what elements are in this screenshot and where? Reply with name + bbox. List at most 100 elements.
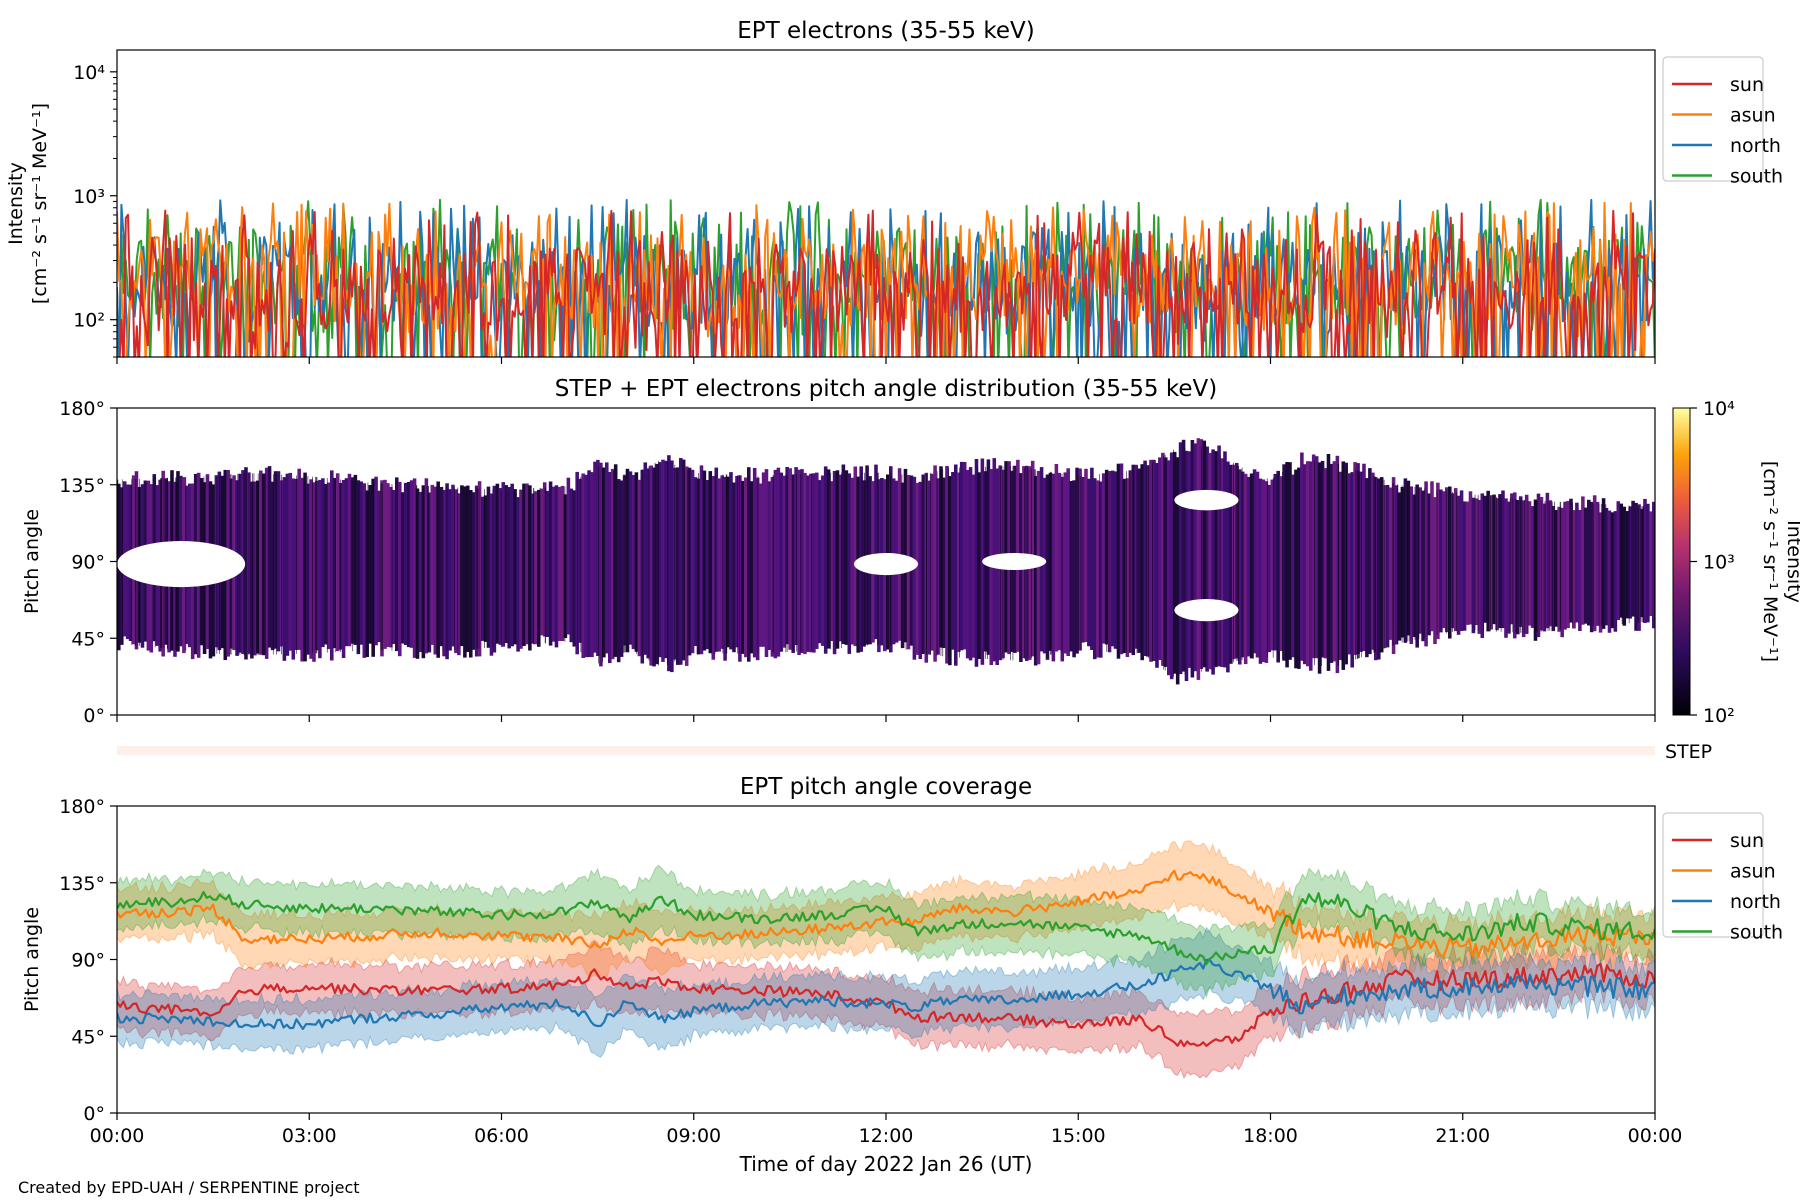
- heatmap-column: [448, 489, 452, 651]
- heatmap-column: [605, 462, 609, 654]
- heatmap-column: [1205, 446, 1209, 672]
- heatmap-column: [962, 462, 967, 650]
- heatmap-column: [389, 486, 393, 648]
- heatmap-column: [1282, 464, 1286, 661]
- heatmap-column: [1403, 478, 1408, 643]
- heatmap-column: [1072, 480, 1076, 658]
- heatmap-column: [747, 467, 751, 662]
- heatmap-column: [625, 468, 630, 653]
- heatmap-column: [513, 489, 517, 645]
- heatmap-column: [693, 477, 698, 646]
- heatmap-column: [1217, 445, 1221, 667]
- y-tick-label: 10⁴: [73, 62, 105, 84]
- panel3-legend: sun asun north south: [1662, 812, 1783, 944]
- heatmap-column: [1604, 508, 1609, 626]
- heatmap-column: [321, 478, 325, 648]
- heatmap-column: [1474, 498, 1479, 626]
- heatmap-column: [1314, 456, 1319, 659]
- y-tick-label: 0°: [83, 705, 105, 727]
- heatmap-column: [954, 464, 958, 666]
- heatmap-column: [1388, 487, 1393, 640]
- heatmap-column: [965, 469, 970, 659]
- heatmap-column: [1164, 457, 1168, 667]
- heatmap-column: [818, 480, 822, 644]
- heatmap-gap: [1174, 599, 1239, 622]
- heatmap-column: [534, 491, 538, 645]
- heatmap-column: [1504, 498, 1508, 638]
- heatmap-column: [569, 488, 574, 643]
- heatmap-gap: [117, 541, 246, 588]
- heatmap-column: [1211, 449, 1215, 675]
- y-tick-label: 45°: [71, 628, 105, 650]
- heatmap-column: [957, 472, 961, 652]
- panel2-title: STEP + EPT electrons pitch angle distrib…: [555, 376, 1217, 402]
- heatmap-column: [699, 465, 704, 655]
- heatmap-column: [1152, 459, 1156, 661]
- heatmap-column: [1631, 500, 1635, 617]
- heatmap-column: [330, 470, 334, 661]
- heatmap-column: [1270, 479, 1275, 651]
- heatmap-column: [749, 481, 754, 654]
- heatmap-gap: [1174, 489, 1239, 511]
- heatmap-column: [1066, 468, 1070, 656]
- heatmap-column: [412, 478, 417, 658]
- heatmap-column: [522, 483, 526, 646]
- heatmap-column: [1317, 462, 1322, 674]
- heatmap-column: [409, 480, 414, 648]
- series-line-south: [117, 890, 1655, 966]
- heatmap-column: [968, 467, 973, 661]
- heatmap-column: [1510, 493, 1514, 625]
- heatmap-column: [1143, 460, 1147, 656]
- heatmap-column: [1229, 464, 1233, 664]
- heatmap-column: [1158, 457, 1162, 660]
- heatmap-column: [1309, 461, 1313, 671]
- heatmap-column: [1338, 471, 1343, 661]
- heatmap-column: [1516, 500, 1520, 635]
- heatmap-column: [430, 484, 435, 645]
- heatmap-column: [392, 490, 396, 644]
- heatmap-column: [717, 478, 721, 652]
- heatmap-column: [368, 485, 372, 644]
- heatmap-column: [415, 488, 420, 659]
- series-band-sun: [117, 939, 1655, 1080]
- heatmap-column: [433, 486, 438, 655]
- heatmap-column: [1415, 484, 1419, 648]
- heatmap-column: [1554, 510, 1558, 627]
- heatmap-column: [1036, 470, 1041, 665]
- heatmap-column: [510, 483, 514, 647]
- heatmap-column: [596, 459, 600, 656]
- heatmap-column: [1051, 473, 1056, 662]
- heatmap-column: [1326, 454, 1331, 671]
- heatmap-column: [1178, 442, 1183, 675]
- heatmap-column: [1465, 501, 1470, 625]
- heatmap-column: [1362, 463, 1366, 651]
- heatmap-column: [667, 455, 671, 672]
- heatmap-column: [483, 495, 488, 642]
- heatmap-column: [1560, 507, 1564, 638]
- legend-label-north: north: [1730, 135, 1781, 157]
- heatmap-column: [581, 473, 585, 658]
- heatmap-column: [1501, 490, 1505, 629]
- x-tick-label: 06:00: [474, 1125, 529, 1147]
- heatmap-column: [318, 479, 322, 659]
- heatmap-column: [1093, 478, 1097, 660]
- heatmap-column: [531, 493, 535, 644]
- x-tick-label: 03:00: [282, 1125, 337, 1147]
- heatmap-column: [1300, 452, 1304, 661]
- heatmap-column: [1294, 469, 1298, 669]
- heatmap-column: [297, 468, 301, 650]
- heatmap-column: [1498, 494, 1502, 629]
- y-tick-label: 0°: [83, 1103, 105, 1125]
- heatmap-column: [1161, 452, 1165, 666]
- series-line-north: [117, 958, 1655, 1031]
- heatmap-column: [1341, 461, 1346, 670]
- heatmap-column: [599, 462, 603, 667]
- heatmap-column: [1276, 470, 1280, 663]
- heatmap-column: [1468, 491, 1473, 625]
- heatmap-column: [930, 473, 934, 651]
- heatmap-column: [761, 472, 766, 647]
- colorbar-tick-label: 10²: [1703, 705, 1735, 727]
- heatmap-column: [764, 469, 769, 657]
- heatmap-column: [1096, 480, 1100, 658]
- heatmap-column: [815, 472, 819, 649]
